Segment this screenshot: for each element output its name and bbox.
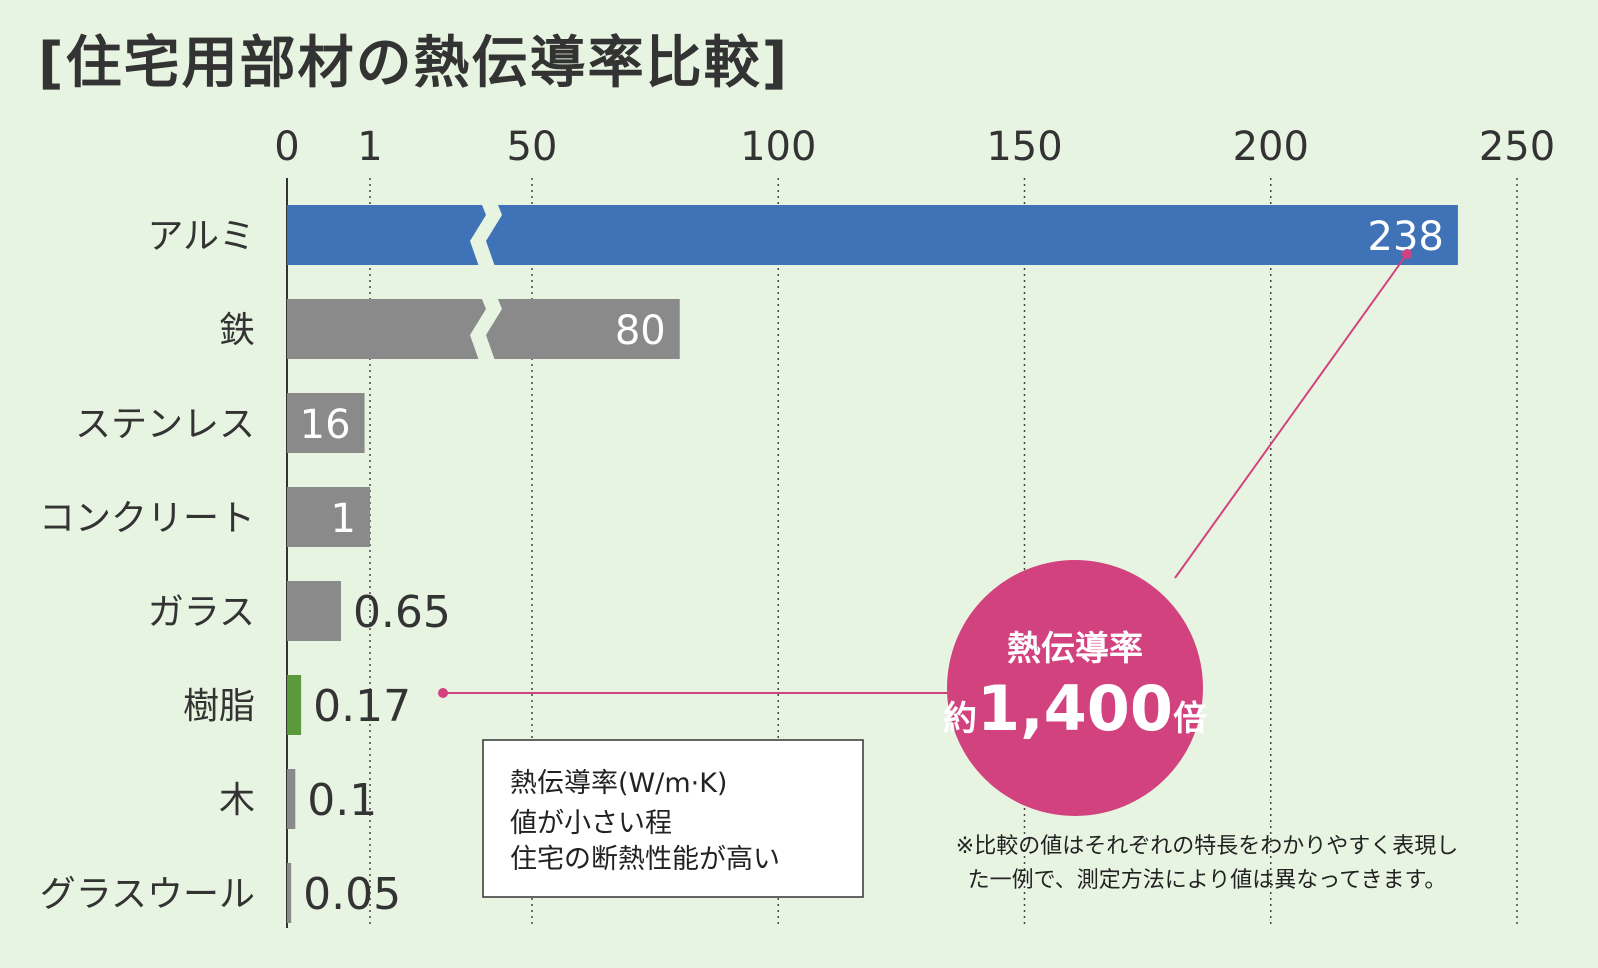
legend-box: 熱伝導率(W/m·K) 値が小さい程 住宅の断熱性能が高い: [482, 739, 864, 898]
bars: [287, 174, 1458, 923]
ratio-bubble: 熱伝導率 約1,400倍: [943, 560, 1207, 816]
x-tick-250: 250: [1479, 124, 1555, 170]
x-tick-200: 200: [1233, 124, 1309, 170]
axis-break-top: [455, 174, 495, 184]
value-label-6: 0.1: [307, 775, 377, 826]
category-label-1: 鉄: [219, 310, 255, 351]
legend-line-2: 値が小さい程: [510, 808, 672, 839]
legend-line-3: 住宅の断熱性能が高い: [510, 844, 780, 875]
footnote-line-1: ※比較の値はそれぞれの特長をわかりやすく表現し: [956, 834, 1458, 859]
legend-line-1: 熱伝導率(W/m·K): [510, 768, 727, 799]
category-label-3: コンクリート: [39, 498, 255, 539]
category-label-2: ステンレス: [75, 404, 255, 445]
chart-title: [住宅用部材の熱伝導率比較]: [38, 31, 789, 96]
bar-5: [287, 675, 302, 735]
bubble-prefix: 約: [943, 699, 977, 739]
x-tick-150: 150: [986, 124, 1062, 170]
value-label-1: 80: [615, 308, 666, 354]
bubble-number: 1,400: [977, 672, 1173, 745]
bubble-circle: [947, 560, 1203, 816]
axis-break-0: [470, 195, 502, 275]
category-label-4: ガラス: [148, 592, 255, 633]
value-label-2: 16: [300, 402, 351, 448]
category-label-0: アルミ: [147, 216, 255, 257]
connector-dot-aluminum: [1402, 249, 1412, 259]
connector-dot-resin: [438, 688, 448, 698]
category-label-7: グラスウール: [40, 874, 255, 915]
bar-3: [287, 487, 370, 547]
grid-lines: [286, 178, 1518, 928]
value-label-7: 0.05: [303, 869, 401, 920]
connector-line-to-aluminum: [1174, 253, 1408, 579]
value-label-3: 1: [331, 496, 356, 542]
x-tick-50: 50: [507, 124, 558, 170]
x-tick-0: 0: [274, 124, 299, 170]
bubble-suffix: 倍: [1173, 699, 1207, 739]
bar-4: [287, 581, 341, 641]
bar-7: [287, 863, 292, 923]
value-label-5: 0.17: [313, 681, 411, 732]
x-tick-1: 1: [357, 124, 382, 170]
footnote-line-2: た一例で、測定方法により値は異なってきます。: [968, 868, 1447, 893]
comparison-connector: [438, 249, 1412, 698]
axis-break-1: [470, 289, 502, 369]
bubble-ratio: 約1,400倍: [943, 672, 1207, 745]
x-axis-ticks: 0 1 50 100 150 200 250: [274, 124, 1555, 170]
category-label-5: 樹脂: [183, 686, 255, 727]
x-tick-100: 100: [740, 124, 816, 170]
bubble-label: 熱伝導率: [1007, 629, 1143, 669]
category-label-6: 木: [219, 780, 255, 821]
bar-0: [287, 205, 1458, 265]
value-label-4: 0.65: [353, 587, 451, 638]
bar-2: [287, 393, 365, 453]
bar-6: [287, 769, 296, 829]
